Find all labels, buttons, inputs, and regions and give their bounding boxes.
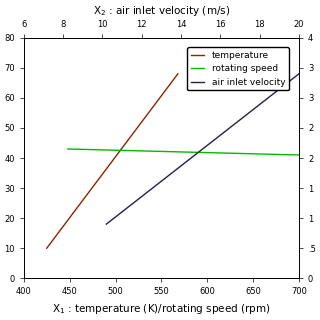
X-axis label: X$_2$ : air inlet velocity (m/s): X$_2$ : air inlet velocity (m/s) [93,4,230,18]
air inlet velocity [297,72,301,76]
Legend: temperature, rotating speed, air inlet velocity: temperature, rotating speed, air inlet v… [187,47,289,90]
temperature [176,72,180,76]
temperature [45,246,49,250]
X-axis label: X$_1$ : temperature (K)/rotating speed (rpm): X$_1$ : temperature (K)/rotating speed (… [52,302,271,316]
air inlet velocity [104,222,108,226]
Line: air inlet velocity: air inlet velocity [106,74,299,224]
Line: temperature: temperature [47,74,178,248]
